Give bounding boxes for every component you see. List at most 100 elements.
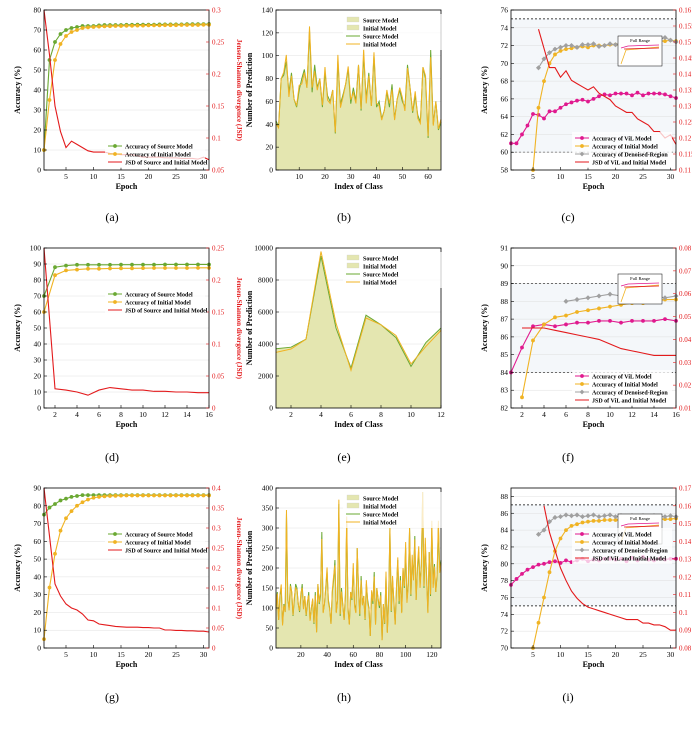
legend-marker <box>113 152 117 156</box>
y-tick-label: 60 <box>34 308 42 317</box>
y-tick-label: 0 <box>37 644 41 653</box>
y-tick-label: 80 <box>266 74 274 83</box>
point-accuracy-of-initial-model <box>597 306 601 311</box>
y-tick-label: 84 <box>501 526 509 535</box>
y-tick-label: 30 <box>34 590 42 599</box>
point-accuracy-of-initial-model <box>91 495 96 500</box>
point-accuracy-of-vil-model <box>630 318 634 323</box>
y2-tick-label: 0.25 <box>212 545 225 553</box>
y2-tick-label: 0.07 <box>679 267 692 275</box>
y-tick-label: 30 <box>34 356 42 365</box>
point-accuracy-of-source-model <box>53 40 57 44</box>
point-accuracy-of-vil-model <box>553 109 557 114</box>
axes-frame <box>275 9 442 171</box>
axes-frame <box>510 487 677 649</box>
panel-b: 10 20 30 40 50 60 0 20 40 60 80 100 120 140 Index of C… <box>245 6 443 191</box>
y-tick-label: 60 <box>34 537 42 546</box>
x-axis-label: Epoch <box>583 420 605 429</box>
point-accuracy-of-initial-model <box>201 493 206 498</box>
legend-swatch <box>346 262 360 269</box>
y-tick-label: 89 <box>501 279 509 288</box>
x-tick-label: 10 <box>557 650 565 659</box>
point-accuracy-of-initial-model <box>185 266 189 270</box>
legend-label: Accuracy of Source Model <box>125 292 193 298</box>
point-accuracy-of-vil-model <box>597 94 601 99</box>
point-accuracy-of-source-model <box>86 493 90 498</box>
inset-line <box>620 44 660 49</box>
point-accuracy-of-denoised-region <box>596 514 602 520</box>
point-accuracy-of-initial-model <box>553 315 557 320</box>
x-tick-label: 25 <box>172 172 180 181</box>
legend-label: Accuracy of Source Model <box>125 144 193 150</box>
point-accuracy-of-source-model <box>75 494 79 498</box>
point-accuracy-of-vil-model <box>553 559 557 564</box>
point-accuracy-of-vil-model <box>663 92 667 97</box>
point-accuracy-of-vil-model <box>608 318 612 323</box>
point-accuracy-of-initial-model <box>91 25 96 29</box>
point-accuracy-of-vil-model <box>564 558 568 563</box>
point-accuracy-of-initial-model <box>163 23 167 28</box>
x-tick-label: 30 <box>200 650 208 659</box>
point-accuracy-of-vil-model <box>525 123 530 128</box>
point-accuracy-of-source-model <box>47 505 52 510</box>
point-accuracy-of-vil-model <box>531 565 535 570</box>
y2-tick-label: 0.14 <box>679 71 692 79</box>
point-accuracy-of-source-model <box>152 262 156 267</box>
panel-caption: (i) <box>562 690 574 704</box>
y2-tick-label: 0.11 <box>679 591 691 599</box>
point-accuracy-of-initial-model <box>196 265 200 270</box>
legend: Source Model Initial Model Source Model Ini… <box>343 252 443 288</box>
x-axis-label: Index of Class <box>334 420 382 429</box>
panel-a: 5 10 15 20 25 30 0 10 20 30 40 50 60 70 80 0.05 0.1 0.15 0… <box>13 6 243 192</box>
y2-tick-label: 0.08 <box>679 645 692 653</box>
y2-tick-label: 0.25 <box>212 39 225 47</box>
point-accuracy-of-initial-model <box>201 22 206 27</box>
y2-tick-label: 0.08 <box>679 245 692 253</box>
x-tick-label: 30 <box>347 172 355 181</box>
legend-swatch <box>346 254 360 261</box>
y-tick-label: 86 <box>501 332 509 341</box>
panel-caption: (d) <box>105 450 119 464</box>
legend-label: Accuracy of Source Model <box>125 532 193 538</box>
point-accuracy-of-initial-model <box>119 493 123 498</box>
y2-tick-label: 0.04 <box>679 336 692 344</box>
point-accuracy-of-source-model <box>64 496 68 501</box>
point-accuracy-of-initial-model <box>135 23 140 28</box>
y2-axis-label: Jensen-Shannon divergence (JSD) <box>235 517 243 620</box>
point-accuracy-of-initial-model <box>536 620 541 625</box>
legend-label: JSD of Source and Initial Model <box>125 308 208 314</box>
x-tick-label: 6 <box>349 410 353 419</box>
x-tick-label: 16 <box>672 410 680 419</box>
inset-line <box>620 282 660 287</box>
x-tick-label: 100 <box>400 650 412 659</box>
point-accuracy-of-initial-model <box>58 42 63 46</box>
x-tick-label: 15 <box>117 650 125 659</box>
panel-h: 20 40 60 80 100 120 0 50 100 150 200 250 300 350 400 In… <box>245 484 443 669</box>
point-accuracy-of-source-model <box>86 262 90 267</box>
point-accuracy-of-initial-model <box>119 266 123 271</box>
panel-f: 2 4 6 8 10 12 14 16 82 83 84 85 86 87 88 89 90 91 0.01 0.02… <box>480 244 692 430</box>
point-accuracy-of-initial-model <box>64 516 68 521</box>
point-accuracy-of-source-model <box>174 262 178 267</box>
y2-tick-label: 0.125 <box>679 119 692 127</box>
point-accuracy-of-vil-model <box>575 320 579 325</box>
point-accuracy-of-initial-model <box>542 79 546 84</box>
y-tick-label: 83 <box>501 386 509 395</box>
point-accuracy-of-initial-model <box>569 523 574 528</box>
point-accuracy-of-vil-model <box>569 100 574 105</box>
series-accuracy-of-source-model <box>43 494 209 516</box>
point-accuracy-of-initial-model <box>141 266 145 271</box>
y2-tick-label: 0.1 <box>212 135 221 143</box>
y-axis-label: Accuracy (%) <box>13 544 22 592</box>
y-tick-label: 68 <box>501 77 509 86</box>
legend-label: JSD of ViL and Initial Model <box>592 398 667 404</box>
point-accuracy-of-initial-model <box>64 34 68 38</box>
legend: Accuracy of Source Model Accuracy of Init… <box>105 528 208 556</box>
x-tick-label: 15 <box>584 650 592 659</box>
y-tick-label: 30 <box>34 106 42 115</box>
x-tick-label: 10 <box>90 650 98 659</box>
legend-swatch <box>346 24 360 31</box>
y-tick-label: 0 <box>269 644 273 653</box>
point-accuracy-of-initial-model <box>47 585 52 590</box>
